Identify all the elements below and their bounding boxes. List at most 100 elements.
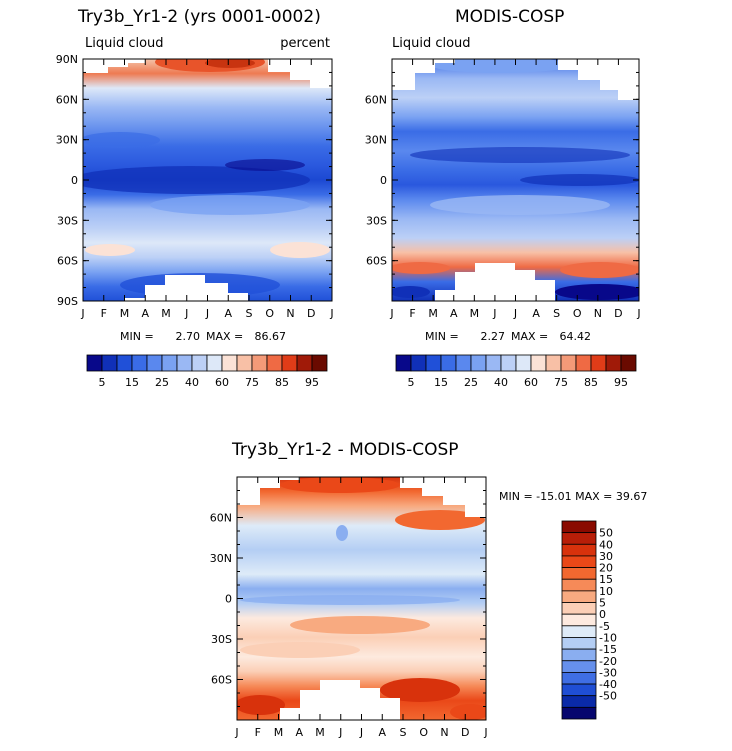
panel-b: MODIS-COSP Liquid cloud J F M A M J J A S O N D J60N…	[365, 7, 641, 389]
panel-b-xtick-label: M	[428, 307, 438, 320]
panel-c-heatmap	[237, 477, 486, 720]
panel-b-colorbar: 5 15 25 40 60 75 85 95	[395, 354, 637, 389]
panel-b-colorbar-label: 15	[434, 376, 448, 389]
panel-c-colorbar-swatch	[561, 567, 597, 580]
panel-b-colorbar-swatch	[455, 354, 472, 372]
panel-b-xtick-label: O	[573, 307, 582, 320]
panel-c-xtick-label: S	[400, 726, 407, 739]
panel-c-colorbar-swatch	[561, 706, 597, 720]
panel-c-xtick-label: M	[274, 726, 284, 739]
panel-b-ytick-label: 0	[380, 174, 387, 187]
panel-b-colorbar-label: 5	[408, 376, 415, 389]
panel-b-xtick-label: N	[594, 307, 602, 320]
panel-a-xtick-label: N	[286, 307, 294, 320]
panel-a-colorbar-label: 25	[155, 376, 169, 389]
panel-a-max-label: MAX =	[206, 330, 243, 343]
panel-c-colorbar-label: -20	[599, 655, 617, 668]
panel-b-ytick-label: 30S	[366, 214, 387, 227]
panel-b-title: MODIS-COSP	[455, 7, 564, 27]
panel-c-xtick-label: O	[419, 726, 428, 739]
panel-c-xtick-label: M	[315, 726, 325, 739]
panel-a-xtick-label: M	[161, 307, 171, 320]
panel-a-subtitle-right: percent	[280, 36, 330, 51]
panel-c-colorbar-label: -15	[599, 643, 617, 656]
panel-b-xtick-label: A	[532, 307, 540, 320]
panel-a-colorbar-swatch	[161, 354, 178, 372]
panel-a-xtick-label: M	[120, 307, 130, 320]
panel-c-colorbar-swatch	[561, 520, 597, 534]
panel-a-colorbar-swatch	[311, 354, 328, 372]
panel-c-xtick-label: J	[483, 726, 487, 739]
panel-b-ytick-label: 30N	[365, 134, 387, 147]
panel-a-xtick-label: F	[101, 307, 107, 320]
panel-a-colorbar-swatch	[281, 354, 298, 372]
panel-a-xtick-label: A	[141, 307, 149, 320]
panel-c-colorbar-swatch	[561, 590, 597, 603]
panel-a-xtick-label: D	[307, 307, 315, 320]
panel-c-colorbar-swatch	[561, 555, 597, 568]
panel-a-colorbar-swatch	[131, 354, 148, 372]
panel-a-colorbar-swatch	[266, 354, 283, 372]
panel-b-min-value: 2.27	[481, 330, 506, 343]
panel-b-colorbar-swatch	[500, 354, 517, 372]
panel-c-colorbar-label: 50	[599, 527, 613, 540]
panel-a-title: Try3b_Yr1-2 (yrs 0001-0002)	[77, 7, 321, 27]
panel-c-colorbar-label: -10	[599, 631, 617, 644]
panel-b-colorbar-swatch	[545, 354, 562, 372]
panel-b-xtick-label: J	[513, 307, 517, 320]
panel-c-xtick-label: J	[338, 726, 342, 739]
panel-b-xtick-label: M	[470, 307, 480, 320]
panel-a-ytick-label: 90S	[57, 295, 78, 308]
panel-a-colorbar-label: 5	[99, 376, 106, 389]
panel-a-ytick-label: 30S	[57, 214, 78, 227]
panel-a-colorbar-swatch	[116, 354, 133, 372]
panel-b-xtick-label: J	[636, 307, 640, 320]
panel-a-colorbar-swatch	[101, 354, 118, 372]
panel-a-xtick-label: S	[246, 307, 253, 320]
panel-a-xtick-label: O	[265, 307, 274, 320]
panel-a-xtick-label: J	[184, 307, 188, 320]
panel-c-colorbar-label: 15	[599, 573, 613, 586]
panel-c-colorbar-label: -30	[599, 666, 617, 679]
panel-c: Try3b_Yr1-2 - MODIS-COSP J F M A M J J A S O N D J60…	[210, 440, 648, 739]
panel-c-colorbar-swatch	[561, 543, 597, 557]
panel-a-ytick-label: 90N	[56, 53, 78, 66]
panel-b-colorbar-label: 85	[584, 376, 598, 389]
panel-a-colorbar-swatch	[236, 354, 253, 372]
panel-a-colorbar-label: 85	[275, 376, 289, 389]
panel-b-colorbar-label: 40	[494, 376, 508, 389]
panel-c-colorbar-swatch	[561, 613, 597, 627]
panel-b-subtitle-left: Liquid cloud	[392, 36, 471, 51]
panel-c-xtick-label: N	[440, 726, 448, 739]
panel-c-xtick-label: A	[295, 726, 303, 739]
panel-a-heatmap	[83, 59, 332, 301]
panel-b-colorbar-swatch	[575, 354, 592, 372]
panel-a-ytick-label: 0	[71, 174, 78, 187]
panel-c-xtick-label: F	[255, 726, 261, 739]
panel-a-xtick-label: J	[80, 307, 84, 320]
panel-c-colorbar-swatch	[561, 648, 597, 662]
panel-b-xtick-label: F	[409, 307, 415, 320]
panel-b-xtick-label: J	[492, 307, 496, 320]
panel-c-stats: MIN = -15.01 MAX = 39.67	[499, 490, 647, 503]
panel-c-colorbar-swatch	[561, 532, 597, 545]
panel-b-colorbar-label: 95	[614, 376, 628, 389]
panel-a-xtick-label: J	[329, 307, 333, 320]
panel-b-min-label: MIN =	[425, 330, 459, 343]
panel-c-ytick-label: 0	[225, 593, 232, 606]
panel-c-colorbar-label: 40	[599, 538, 613, 551]
panel-a-colorbar-label: 40	[185, 376, 199, 389]
panel-a-colorbar-swatch	[251, 354, 268, 372]
panel-a-xtick-label: J	[205, 307, 209, 320]
panel-b-colorbar-label: 60	[524, 376, 538, 389]
panel-c-title: Try3b_Yr1-2 - MODIS-COSP	[231, 440, 459, 460]
panel-a-colorbar-swatch	[86, 354, 103, 372]
panel-b-colorbar-swatch	[440, 354, 457, 372]
panel-c-ytick-label: 30S	[211, 633, 232, 646]
panel-a-colorbar-label: 60	[215, 376, 229, 389]
panel-c-ytick-label: 60S	[211, 674, 232, 687]
panel-a-ytick-label: 60S	[57, 255, 78, 268]
